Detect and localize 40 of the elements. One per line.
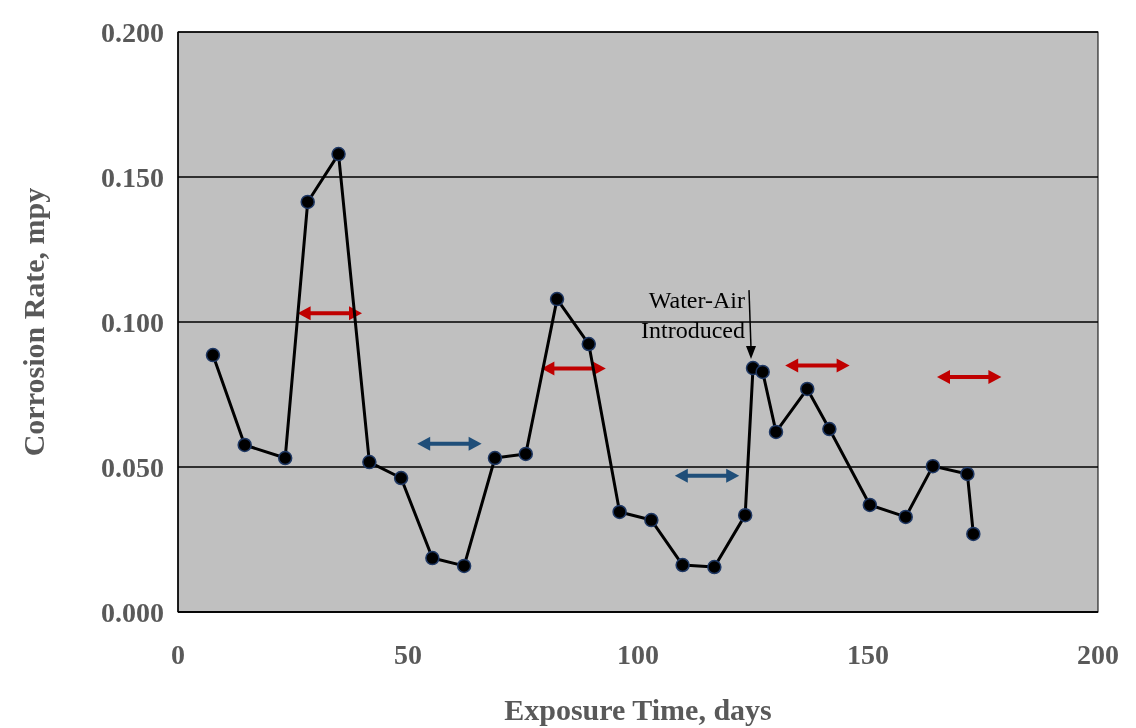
point bbox=[425, 550, 440, 566]
point bbox=[456, 558, 472, 574]
point bbox=[707, 559, 722, 575]
x-tick-label: 200 bbox=[1077, 639, 1119, 670]
point bbox=[331, 146, 346, 162]
point bbox=[612, 504, 627, 520]
point bbox=[300, 194, 315, 210]
point bbox=[205, 347, 221, 363]
x-tick-label: 150 bbox=[847, 639, 889, 670]
y-tick-label: 0.200 bbox=[101, 16, 164, 48]
point bbox=[277, 450, 293, 466]
point bbox=[581, 336, 597, 352]
point bbox=[737, 507, 753, 523]
point bbox=[755, 364, 770, 380]
point bbox=[518, 446, 534, 462]
point bbox=[487, 450, 503, 466]
point bbox=[960, 466, 975, 482]
y-tick-label: 0.000 bbox=[101, 596, 164, 628]
x-tick-label: 50 bbox=[394, 639, 422, 670]
point bbox=[822, 421, 837, 437]
point bbox=[644, 512, 659, 528]
x-tick-label: 0 bbox=[171, 639, 185, 670]
point bbox=[393, 470, 409, 486]
point bbox=[768, 424, 784, 440]
y-tick-label: 0.100 bbox=[101, 306, 164, 338]
point bbox=[237, 437, 252, 453]
point bbox=[925, 458, 941, 474]
x-tick-label: 100 bbox=[617, 639, 659, 670]
point bbox=[966, 526, 981, 542]
y-tick-label: 0.150 bbox=[101, 161, 164, 193]
annotation: Water-Air Introduced bbox=[641, 287, 745, 344]
y-axis-title: Corrosion Rate, mpy bbox=[17, 187, 50, 457]
point bbox=[862, 497, 878, 513]
point bbox=[898, 509, 913, 525]
x-axis-title: Exposure Time, days bbox=[504, 693, 772, 726]
point bbox=[549, 291, 565, 307]
y-tick-label: 0.050 bbox=[101, 451, 164, 483]
point bbox=[675, 557, 690, 573]
point bbox=[362, 454, 377, 470]
point bbox=[800, 381, 815, 397]
